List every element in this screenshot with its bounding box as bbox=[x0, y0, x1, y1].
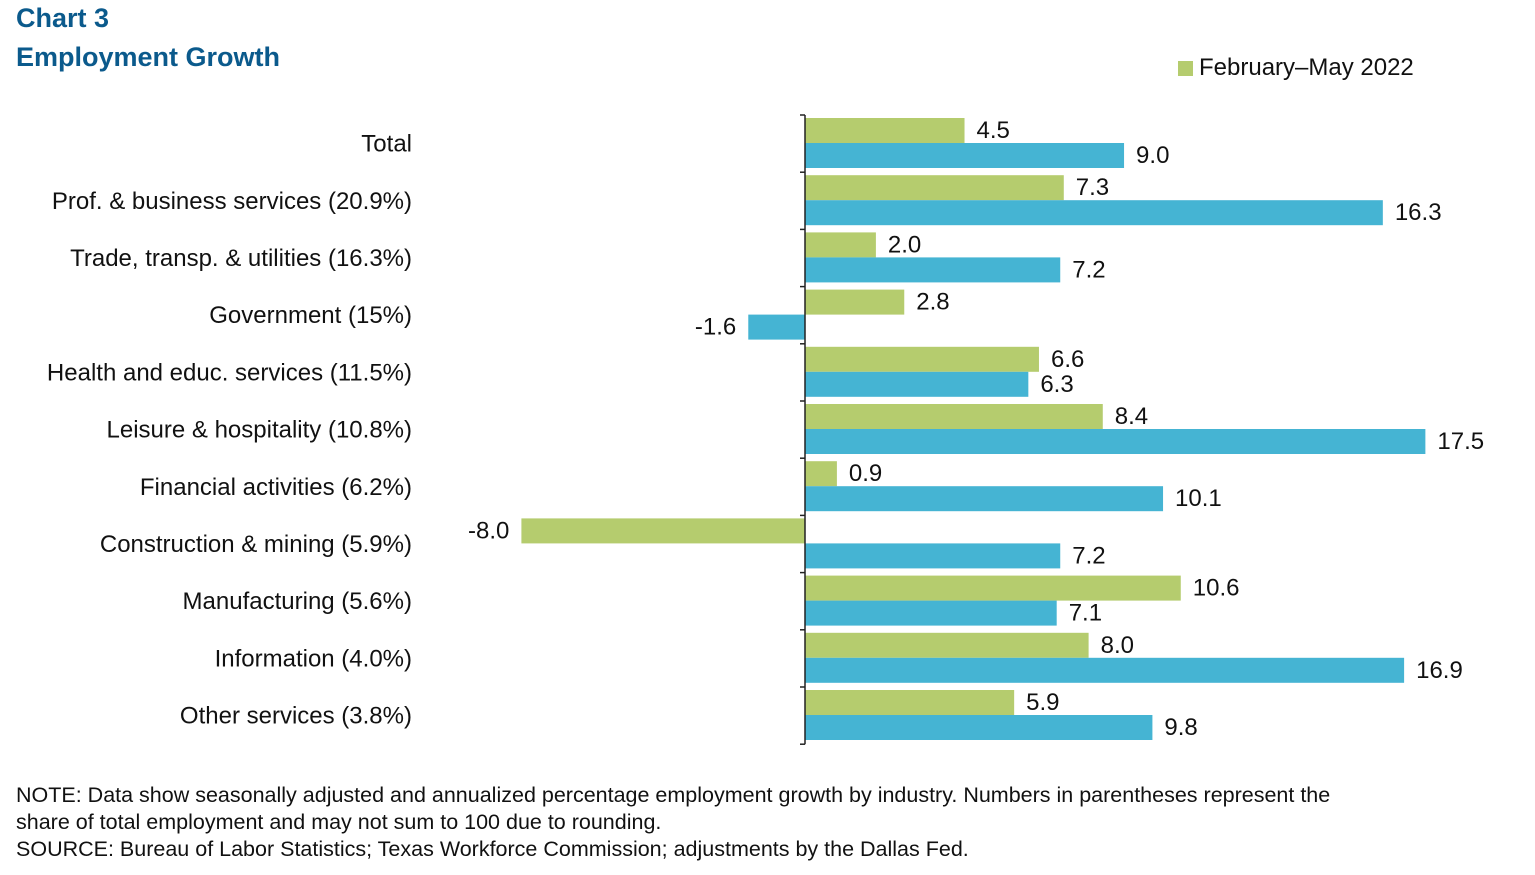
bar-blue bbox=[805, 657, 1405, 683]
bar-green bbox=[805, 575, 1181, 601]
data-label: 7.1 bbox=[1069, 600, 1102, 627]
data-label: 4.5 bbox=[977, 117, 1010, 144]
bar-blue bbox=[805, 143, 1125, 168]
bar-green bbox=[805, 175, 1064, 201]
bar-green bbox=[805, 346, 1039, 372]
bar-green bbox=[805, 232, 876, 258]
category-label: Prof. & business services (20.9%) bbox=[52, 188, 412, 215]
data-label: 7.3 bbox=[1076, 174, 1109, 201]
category-label: Other services (3.8%) bbox=[180, 703, 412, 730]
data-label: 8.4 bbox=[1115, 403, 1148, 430]
data-label: 10.1 bbox=[1175, 485, 1222, 512]
data-label: 10.6 bbox=[1193, 575, 1240, 602]
data-label: 16.9 bbox=[1416, 657, 1463, 684]
bar-blue bbox=[805, 600, 1057, 626]
category-label: Total bbox=[361, 131, 412, 158]
data-label: 8.0 bbox=[1101, 632, 1134, 659]
source-line: SOURCE: Bureau of Labor Statistics; Texa… bbox=[16, 837, 969, 861]
bar-green bbox=[805, 118, 965, 143]
note-line-1: NOTE: Data show seasonally adjusted and … bbox=[16, 783, 1331, 807]
bar-blue bbox=[805, 429, 1426, 454]
bar-green bbox=[805, 404, 1103, 429]
bar-green bbox=[805, 289, 905, 315]
note-line-2: share of total employment and may not su… bbox=[16, 810, 662, 834]
bar-chart: Total 4.5 9.0 Prof. & business services (20… bbox=[47, 114, 1484, 745]
chart-title: Employment Growth bbox=[16, 42, 281, 72]
bar-blue bbox=[805, 257, 1061, 283]
data-label: 7.2 bbox=[1072, 542, 1105, 569]
category-label: Health and educ. services (11.5%) bbox=[47, 359, 412, 386]
data-label: 9.0 bbox=[1136, 142, 1169, 169]
data-label: -8.0 bbox=[468, 517, 509, 544]
bar-green bbox=[805, 461, 837, 487]
bar-green bbox=[805, 632, 1089, 658]
data-label: 16.3 bbox=[1395, 199, 1442, 226]
data-label: 6.3 bbox=[1040, 371, 1073, 398]
data-label: 17.5 bbox=[1437, 428, 1484, 455]
bar-blue bbox=[805, 200, 1383, 226]
category-label: Trade, transp. & utilities (16.3%) bbox=[70, 245, 412, 272]
footnotes: NOTE: Data show seasonally adjusted and … bbox=[16, 782, 1516, 863]
bar-blue bbox=[805, 486, 1164, 512]
category-label: Government (15%) bbox=[209, 302, 412, 329]
category-label: Leisure & hospitality (10.8%) bbox=[107, 417, 412, 444]
bar-green bbox=[521, 518, 805, 544]
data-label: 7.2 bbox=[1072, 256, 1105, 283]
data-label: 2.8 bbox=[916, 289, 949, 316]
category-label: Financial activities (6.2%) bbox=[140, 474, 412, 501]
data-label: 9.8 bbox=[1164, 714, 1197, 741]
data-label: 5.9 bbox=[1026, 689, 1059, 716]
category-label: Manufacturing (5.6%) bbox=[183, 588, 412, 615]
bar-blue bbox=[805, 715, 1153, 740]
legend: February–May 2022 bbox=[1178, 54, 1414, 82]
bar-blue bbox=[748, 314, 805, 340]
bar-blue bbox=[805, 371, 1029, 397]
chart-number: Chart 3 bbox=[16, 3, 110, 33]
legend-swatch-green bbox=[1178, 60, 1193, 76]
bar-green bbox=[805, 690, 1015, 715]
category-label: Construction & mining (5.9%) bbox=[100, 531, 412, 558]
data-label: 0.9 bbox=[849, 460, 882, 487]
data-label: 2.0 bbox=[888, 231, 921, 258]
legend-label: February–May 2022 bbox=[1199, 54, 1414, 81]
bar-blue bbox=[805, 543, 1061, 569]
category-label: Information (4.0%) bbox=[215, 645, 412, 672]
data-label: -1.6 bbox=[695, 314, 736, 341]
data-label: 6.6 bbox=[1051, 346, 1084, 373]
